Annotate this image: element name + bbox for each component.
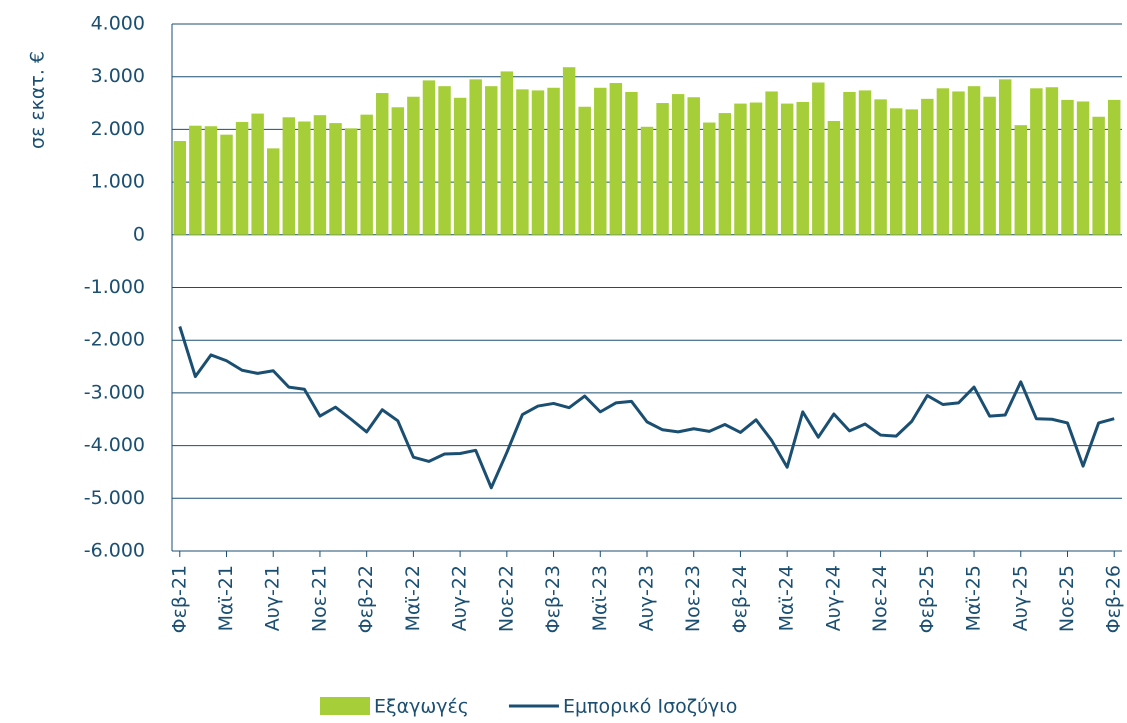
bar: [687, 97, 700, 235]
bar: [765, 91, 778, 235]
bar: [640, 126, 654, 235]
legend-label: Εξαγωγές: [374, 696, 469, 718]
bar: [547, 87, 560, 235]
bar: [905, 109, 918, 235]
x-tick-label: Μαϊ-23: [589, 565, 611, 631]
bar: [874, 99, 887, 235]
x-tick-label: Αυγ-25: [1009, 565, 1031, 631]
bar: [625, 91, 638, 235]
x-tick-label: Νοε-25: [1056, 565, 1078, 632]
bar: [282, 117, 296, 235]
bar: [734, 103, 747, 235]
x-tick-label: Αυγ-22: [449, 565, 471, 631]
bar: [998, 79, 1012, 235]
bar: [251, 113, 264, 235]
bar: [1107, 99, 1121, 235]
x-tick-label: Νοε-21: [308, 565, 330, 632]
bar: [235, 122, 249, 235]
legend-label: Εμπορικό Ισοζύγιο: [563, 696, 737, 718]
y-tick-label: -3.000: [84, 381, 145, 403]
bar: [391, 107, 405, 235]
bar: [1014, 125, 1027, 235]
bar: [438, 86, 451, 235]
bar: [344, 128, 358, 235]
bar: [329, 123, 342, 235]
bar: [656, 103, 669, 235]
x-tick-label: Φεβ-21: [168, 565, 190, 633]
x-tick-label: Μαϊ-22: [402, 565, 424, 631]
bar: [812, 82, 825, 235]
y-tick-label: -1.000: [84, 276, 145, 298]
bar: [516, 89, 529, 235]
bar: [952, 91, 965, 235]
bar: [1061, 99, 1074, 235]
x-tick-label: Φεβ-22: [355, 565, 377, 633]
bar: [220, 134, 233, 235]
bar: [858, 90, 872, 235]
bar: [500, 71, 514, 235]
bar: [298, 121, 311, 235]
legend-swatch: [320, 697, 370, 715]
bar: [609, 83, 623, 235]
bar: [843, 91, 856, 235]
bar: [749, 102, 763, 235]
y-tick-label: 3.000: [91, 65, 145, 87]
bar: [718, 113, 732, 235]
bar: [422, 80, 436, 235]
x-tick-label: Αυγ-21: [262, 565, 284, 631]
y-tick-label: 1.000: [91, 171, 145, 193]
bar: [671, 94, 685, 235]
bar: [889, 108, 903, 235]
bar: [204, 126, 218, 235]
x-tick-label: Μαϊ-25: [963, 565, 985, 631]
y-tick-label: 0: [133, 223, 145, 245]
bar: [376, 93, 389, 235]
bar: [827, 120, 841, 235]
bar: [1092, 116, 1105, 235]
x-tick-label: Μαϊ-24: [776, 565, 798, 631]
bar: [780, 103, 794, 235]
bar: [485, 86, 498, 235]
x-tick-label: Φεβ-24: [729, 565, 751, 633]
bar: [1076, 101, 1090, 235]
bar: [703, 122, 716, 235]
bar: [796, 101, 809, 235]
bar: [189, 125, 202, 235]
x-tick-label: Νοε-22: [495, 565, 517, 632]
y-tick-label: 4.000: [91, 13, 145, 35]
bar: [173, 140, 187, 235]
bar: [1045, 87, 1059, 235]
y-tick-label: -5.000: [84, 487, 145, 509]
bar: [921, 98, 934, 235]
bar: [936, 88, 950, 235]
bar: [469, 79, 482, 235]
bar: [594, 87, 607, 235]
y-tick-label: 2.000: [91, 118, 145, 140]
x-tick-label: Νοε-23: [682, 565, 704, 632]
bar: [983, 96, 996, 235]
bar: [531, 90, 545, 235]
y-tick-label: -6.000: [84, 540, 145, 562]
x-tick-label: Αυγ-23: [636, 565, 658, 631]
bar: [562, 67, 576, 235]
x-tick-label: Αυγ-24: [822, 565, 844, 631]
bar: [313, 115, 327, 235]
x-tick-label: Νοε-24: [869, 565, 891, 632]
bar: [967, 86, 981, 235]
bar: [453, 97, 467, 235]
bar: [1030, 88, 1043, 235]
x-tick-label: Μαϊ-21: [215, 565, 237, 631]
x-tick-label: Φεβ-26: [1103, 565, 1125, 633]
bar: [267, 148, 280, 235]
line: [178, 326, 1115, 490]
x-tick-label: Φεβ-25: [916, 565, 938, 633]
y-axis-label: σε εκατ. €: [27, 51, 49, 149]
x-tick-label: Φεβ-23: [542, 565, 564, 633]
y-tick-label: -2.000: [84, 329, 145, 351]
y-tick-label: -4.000: [84, 434, 145, 456]
bar: [578, 106, 591, 235]
bar: [360, 114, 373, 235]
bar: [407, 96, 420, 235]
